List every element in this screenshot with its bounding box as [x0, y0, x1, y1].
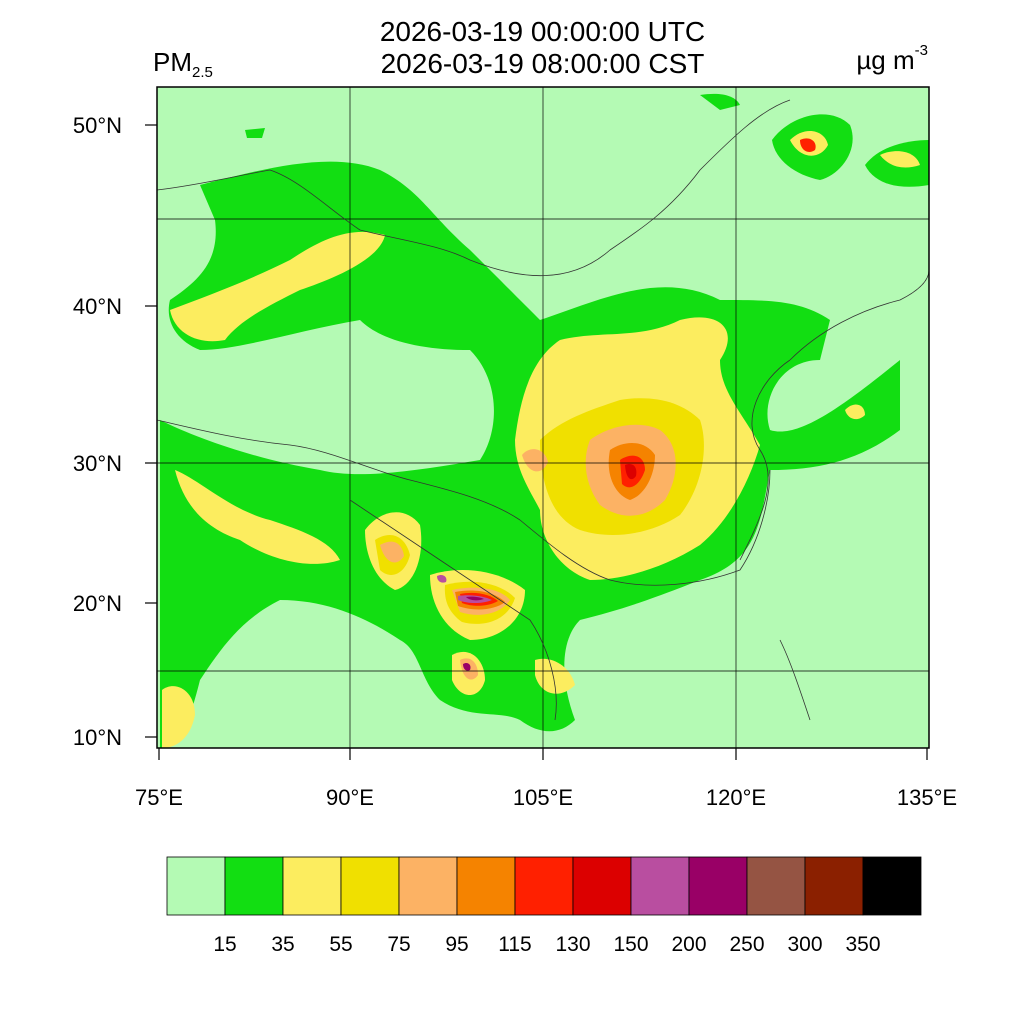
- colorbar-label: 200: [671, 933, 706, 956]
- boundaries: [157, 99, 929, 721]
- colorbar-swatch: [862, 856, 922, 916]
- lon-label-105e: 105°E: [513, 785, 573, 810]
- colorbar-label: 55: [329, 933, 352, 956]
- colorbar-label: 250: [729, 933, 764, 956]
- colorbar-label: 350: [845, 933, 880, 956]
- map-title-cst: 2026-03-19 08:00:00 CST: [380, 48, 705, 79]
- lon-label-120e: 120°E: [706, 785, 766, 810]
- lat-label-40n: 40°N: [73, 294, 122, 319]
- lat-ticks: [145, 124, 157, 738]
- colorbar-swatch: [746, 856, 806, 916]
- colorbar-label: 15: [213, 933, 236, 956]
- map-title-utc: 2026-03-19 00:00:00 UTC: [379, 16, 706, 47]
- lon-ticks: [158, 748, 928, 760]
- concentration-field: [160, 93, 929, 748]
- colorbar-label: 95: [445, 933, 468, 956]
- colorbar-label: 35: [271, 933, 294, 956]
- lat-label-30n: 30°N: [73, 451, 122, 476]
- unit-superscript: -3: [914, 42, 928, 60]
- colorbar-swatch: [688, 856, 748, 916]
- colorbar-swatch: [340, 856, 400, 916]
- colorbar-swatch: [398, 856, 458, 916]
- lat-label-10n: 10°N: [73, 725, 122, 750]
- colorbar-label: 115: [498, 933, 531, 956]
- unit-main: µg m: [856, 45, 915, 75]
- variable-main: PM: [153, 47, 192, 77]
- lon-label-135e: 135°E: [897, 785, 957, 810]
- colorbar-label: 300: [787, 933, 822, 956]
- colorbar-label: 150: [613, 933, 648, 956]
- variable-label: PM2.5: [153, 47, 213, 81]
- lon-label-75e: 75°E: [135, 785, 183, 810]
- colorbar-swatch: [514, 856, 574, 916]
- colorbar-swatch: [224, 856, 284, 916]
- lat-label-50n: 50°N: [73, 113, 122, 138]
- colorbar-swatch: [804, 856, 864, 916]
- colorbar-swatch: [572, 856, 632, 916]
- lon-label-90e: 90°E: [326, 785, 374, 810]
- colorbar-swatch: [282, 856, 342, 916]
- colorbar-label: 130: [555, 933, 590, 956]
- lat-label-20n: 20°N: [73, 591, 122, 616]
- variable-subscript: 2.5: [192, 64, 213, 81]
- colorbar-swatch: [456, 856, 516, 916]
- colorbar: 15 35 55 75 95 115 130 150 200 250 300 350: [166, 856, 922, 956]
- unit-label: µg m-3: [856, 42, 928, 76]
- colorbar-swatch: [166, 856, 226, 916]
- graticule: [157, 87, 929, 748]
- colorbar-label: 75: [387, 933, 410, 956]
- colorbar-swatch: [630, 856, 690, 916]
